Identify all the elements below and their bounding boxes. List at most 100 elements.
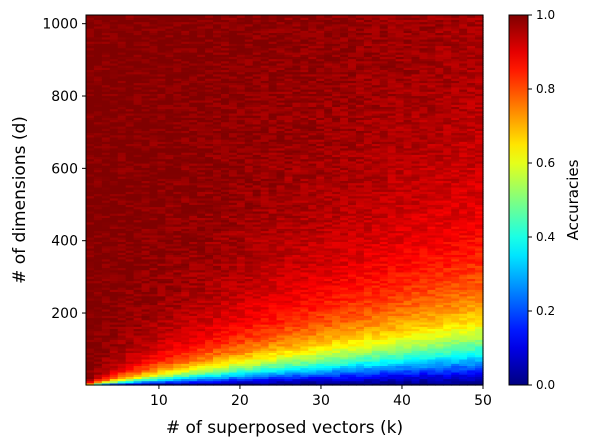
heatmap-cell [181, 15, 190, 18]
heatmap-cell [308, 278, 317, 282]
heatmap-cell [276, 230, 286, 234]
heatmap-cell [173, 202, 182, 205]
heatmap-cell [300, 15, 309, 18]
heatmap-cell [308, 149, 317, 153]
heatmap-cell [292, 319, 301, 323]
heatmap-cell [157, 269, 166, 273]
heatmap-cell [236, 69, 246, 73]
heatmap-cell [157, 226, 166, 229]
heatmap-cell [300, 128, 309, 131]
heatmap-cell [276, 62, 286, 66]
heatmap-cell [244, 23, 254, 27]
heatmap-cell [205, 367, 214, 371]
heatmap-cell [205, 219, 214, 223]
heatmap-cell [189, 293, 198, 297]
heatmap-cell [213, 343, 222, 347]
heatmap-cell [109, 217, 119, 221]
heatmap-cell [181, 141, 190, 145]
heatmap-cell [109, 143, 119, 147]
heatmap-cell [268, 254, 278, 258]
heatmap-cell [260, 204, 270, 208]
heatmap-cell [133, 65, 143, 68]
heatmap-cell [220, 313, 230, 316]
heatmap-cell [197, 297, 206, 301]
heatmap-cell [125, 289, 135, 293]
heatmap-cell [149, 167, 159, 171]
heatmap-cell [308, 339, 317, 343]
heatmap-cell [125, 123, 135, 127]
heatmap-cell [109, 186, 119, 190]
heatmap-cell [268, 200, 278, 203]
heatmap-cell [133, 167, 143, 171]
heatmap-cell [220, 195, 230, 199]
heatmap-cell [213, 289, 222, 293]
heatmap-cell [165, 304, 174, 308]
heatmap-cell [220, 278, 230, 282]
heatmap-cell [101, 28, 111, 31]
heatmap-cell [117, 89, 127, 92]
heatmap-cell [220, 239, 230, 242]
heatmap-cell [236, 173, 246, 177]
heatmap-cell [86, 317, 95, 321]
heatmap-cell [197, 165, 206, 168]
heatmap-cell [308, 376, 317, 380]
heatmap-cell [141, 291, 151, 295]
heatmap-cell [284, 73, 294, 77]
heatmap-cell [141, 254, 151, 258]
heatmap-cell [133, 245, 143, 249]
heatmap-cell [228, 41, 238, 44]
heatmap-cell [236, 200, 246, 203]
heatmap-cell [93, 210, 103, 214]
heatmap-cell [236, 380, 246, 384]
heatmap-cell [149, 223, 159, 227]
heatmap-cell [213, 213, 222, 216]
heatmap-cell [189, 160, 198, 164]
heatmap-cell [197, 154, 206, 158]
heatmap-cell [228, 130, 238, 134]
heatmap-cell [165, 178, 174, 182]
heatmap-cell [284, 326, 294, 330]
heatmap-cell [181, 54, 190, 57]
heatmap-cell [292, 102, 301, 105]
heatmap-cell [236, 213, 246, 216]
heatmap-cell [117, 308, 127, 312]
heatmap-cell [284, 104, 294, 108]
heatmap-cell [244, 117, 254, 121]
heatmap-cell [189, 49, 198, 53]
heatmap-cell [220, 221, 230, 225]
heatmap-cell [197, 97, 206, 101]
heatmap-cell [276, 134, 286, 138]
heatmap-cell [133, 25, 143, 29]
heatmap-cell [236, 128, 246, 131]
heatmap-cell [133, 147, 143, 151]
heatmap-cell [165, 315, 174, 319]
heatmap-cell [125, 108, 135, 112]
heatmap-cell [236, 254, 246, 258]
heatmap-cell [149, 317, 159, 321]
heatmap-cell [260, 21, 270, 25]
heatmap-cell [125, 311, 135, 314]
heatmap-cell [244, 278, 254, 282]
heatmap-cell [276, 206, 286, 210]
heatmap-cell [141, 376, 151, 380]
heatmap-cell [316, 263, 325, 266]
heatmap-cell [220, 252, 230, 256]
heatmap-cell [244, 243, 254, 247]
heatmap-cell [197, 243, 206, 247]
heatmap-cell [133, 69, 143, 73]
heatmap-cell [173, 165, 182, 168]
heatmap-cell [308, 80, 317, 84]
heatmap-cell [213, 62, 222, 66]
heatmap-cell [93, 254, 103, 258]
heatmap-cell [165, 308, 174, 312]
heatmap-cell [252, 93, 262, 97]
heatmap-cell [284, 126, 294, 129]
heatmap-cell [260, 263, 270, 266]
heatmap-cell [173, 193, 182, 197]
heatmap-cell [165, 200, 174, 203]
heatmap-cell [197, 54, 206, 57]
heatmap-cell [228, 326, 238, 330]
heatmap-cell [244, 58, 254, 62]
heatmap-cell [189, 167, 198, 171]
heatmap-cell [93, 49, 103, 53]
